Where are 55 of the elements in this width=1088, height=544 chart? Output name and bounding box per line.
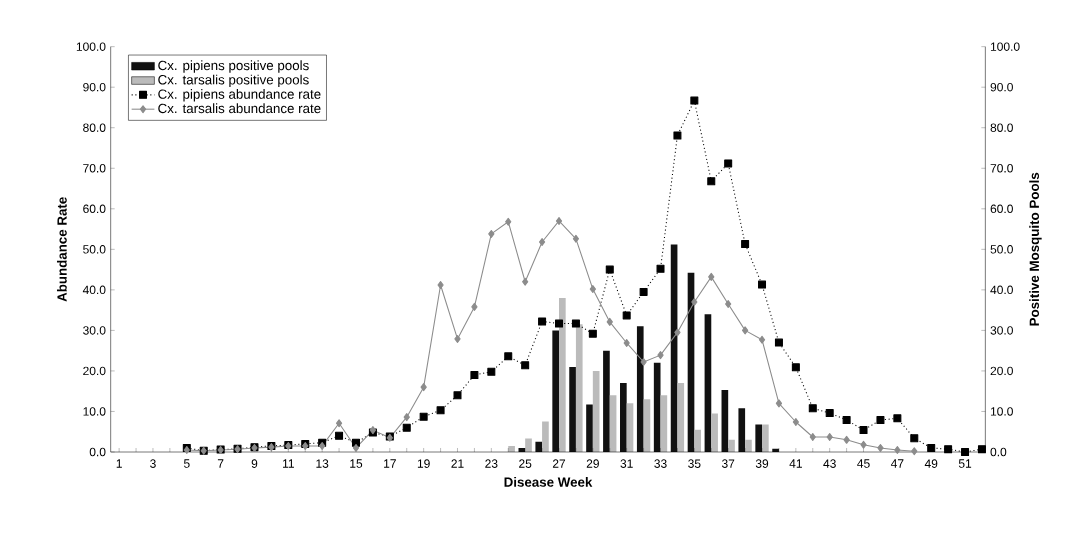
x-tick-label: 33 — [654, 459, 667, 468]
y-tick-label: 10.0 — [83, 407, 106, 416]
x-tick-label: 51 — [958, 459, 972, 468]
y-tick-label: 20.0 — [83, 366, 106, 376]
x-tick-label: 11 — [283, 459, 294, 468]
y2-tick-label: 50.0 — [990, 245, 1013, 254]
y2-tick-label: 40.0 — [990, 285, 1013, 295]
y2-tick-label: 100.0 — [990, 42, 1020, 51]
x-tick-label: 47 — [890, 459, 904, 468]
y2-axis-title: Positive Mosquito Pools — [1029, 172, 1042, 326]
x-tick-label: 15 — [350, 459, 363, 468]
y-tick-label: 0.0 — [89, 447, 106, 457]
y-tick-label: 30.0 — [83, 326, 106, 335]
y2-tick-label: 0.0 — [990, 447, 1007, 457]
x-tick-label: 17 — [384, 459, 396, 468]
x-tick-label: 37 — [721, 459, 735, 468]
x-tick-label: 49 — [924, 459, 938, 468]
y-tick-label: 90.0 — [83, 82, 106, 92]
y2-tick-label: 80.0 — [990, 123, 1013, 132]
x-tick-label: 1 — [116, 459, 122, 468]
y2-tick-label: 10.0 — [990, 407, 1013, 416]
y-tick-label: 40.0 — [82, 285, 106, 295]
y2-tick-label: 60.0 — [990, 204, 1013, 214]
x-tick-label: 7 — [217, 459, 224, 468]
y2-tick-label: 20.0 — [990, 366, 1013, 376]
y2-tick-label: 30.0 — [990, 326, 1013, 335]
y-tick-label: 50.0 — [83, 245, 106, 254]
x-tick-label: 19 — [417, 459, 430, 468]
x-axis-title: Disease Week — [504, 477, 593, 487]
y-tick-label: 60.0 — [83, 204, 106, 214]
x-tick-label: 27 — [552, 459, 566, 468]
x-tick-label: 23 — [485, 459, 498, 468]
x-tick-label: 25 — [519, 459, 532, 468]
x-tick-label: 29 — [586, 459, 599, 468]
y2-tick-label: 90.0 — [990, 82, 1013, 92]
legend-label: Cx. tarsalis abundance rate — [158, 103, 321, 114]
x-tick-label: 9 — [251, 459, 258, 468]
x-tick-label: 39 — [755, 459, 769, 468]
x-tick-label: 41 — [789, 459, 802, 468]
y2-tick-label: 70.0 — [990, 164, 1013, 173]
x-tick-label: 45 — [857, 459, 870, 468]
x-tick-label: 21 — [451, 459, 464, 468]
x-tick-label: 3 — [150, 459, 156, 468]
legend-label: Cx. tarsalis positive pools — [158, 74, 309, 88]
y-axis-title: Abundance Rate — [56, 197, 67, 302]
x-tick-label: 31 — [620, 459, 633, 468]
y-tick-label: 100.0 — [76, 42, 106, 51]
legend-label: Cx. pipiens abundance rate — [158, 89, 321, 102]
legend-label: Cx. pipiens positive pools — [158, 60, 309, 73]
x-tick-label: 5 — [183, 459, 190, 468]
y-tick-label: 70.0 — [83, 164, 106, 173]
x-tick-label: 13 — [316, 459, 329, 468]
x-tick-label: 35 — [688, 459, 701, 468]
x-tick-label: 43 — [823, 459, 836, 468]
y-tick-label: 80.0 — [83, 123, 106, 132]
